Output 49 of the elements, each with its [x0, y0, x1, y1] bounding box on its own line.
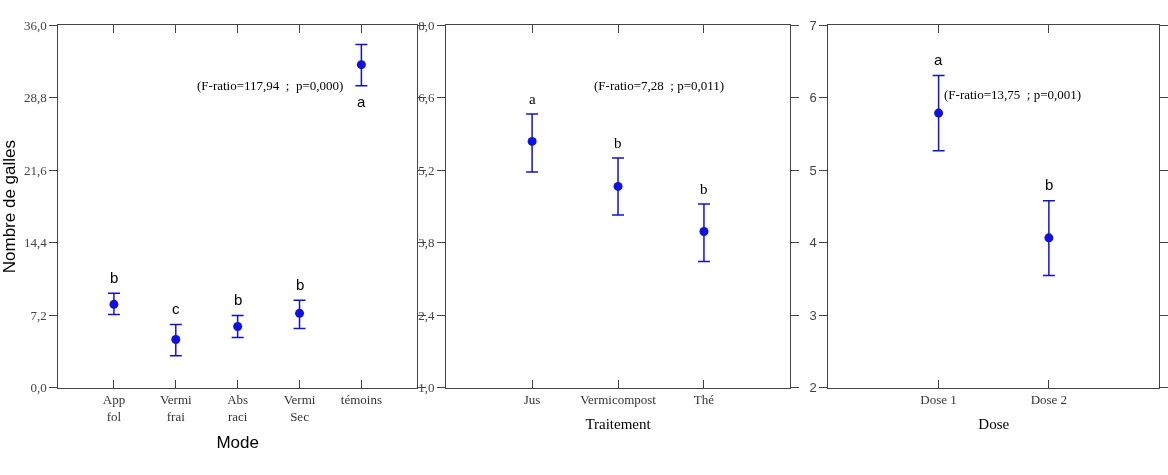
annotation: b — [234, 291, 243, 308]
y-tick-label: 1,0 — [418, 380, 435, 396]
point — [613, 181, 623, 191]
x-tick-label: Vermi Sec — [283, 392, 316, 425]
x-tick-label: témoins — [340, 392, 382, 408]
x-tick-label: Dose 1 — [920, 392, 957, 408]
point — [356, 60, 366, 70]
y-tick-label: 7 — [809, 17, 817, 33]
y-axis-title: Nombre de galles — [0, 140, 19, 274]
annotation: b — [110, 269, 119, 286]
annotation: a — [934, 51, 943, 68]
point — [171, 335, 181, 345]
x-tick-label: Vermi frai — [159, 392, 193, 425]
y-tick-label: 2 — [809, 380, 817, 396]
x-tick-label: Abs raci — [227, 392, 249, 425]
y-tick-label: 21,6 — [23, 162, 48, 178]
x-axis-title: Traitement — [585, 416, 652, 433]
annotation: (F-ratio=13,75 ; p=0,001) — [944, 87, 1082, 102]
x-tick-label: Jus — [523, 392, 541, 408]
annotation: b — [700, 181, 708, 197]
y-tick-label: 3 — [809, 307, 817, 323]
y-tick-label: 5 — [809, 162, 817, 178]
x-tick-label: App fol — [102, 392, 126, 425]
y-tick-label: 28,8 — [23, 90, 47, 106]
point — [699, 227, 709, 236]
y-tick-label: 0,0 — [30, 380, 47, 396]
annotation: b — [296, 276, 305, 293]
annotation: b — [614, 135, 622, 151]
x-tick-label: Vermicompost — [580, 392, 657, 408]
x-tick-label: Dose 2 — [1030, 392, 1068, 408]
y-tick-label: 7,2 — [30, 307, 47, 323]
x-axis-title: Mode — [216, 432, 259, 452]
annotation: c — [172, 300, 180, 317]
annotation: b — [1045, 176, 1054, 193]
annotation: (F-ratio=7,28 ; p=0,011) — [594, 78, 725, 93]
point — [109, 299, 119, 309]
y-tick-label: 6 — [809, 90, 817, 106]
x-axis-title: Dose — [978, 416, 1010, 433]
point — [233, 321, 243, 331]
y-tick-label: 36,0 — [23, 17, 47, 33]
point — [295, 308, 305, 318]
annotation: (F-ratio=117,94 ; p=0,000) — [197, 78, 344, 93]
annotation: a — [357, 93, 366, 110]
annotation: a — [529, 91, 536, 107]
y-tick-label: 4 — [809, 235, 817, 251]
x-tick-label: Thé — [693, 392, 715, 408]
y-tick-label: 14,4 — [23, 235, 48, 251]
point — [527, 136, 537, 146]
y-tick-label: 2,4 — [418, 307, 436, 323]
